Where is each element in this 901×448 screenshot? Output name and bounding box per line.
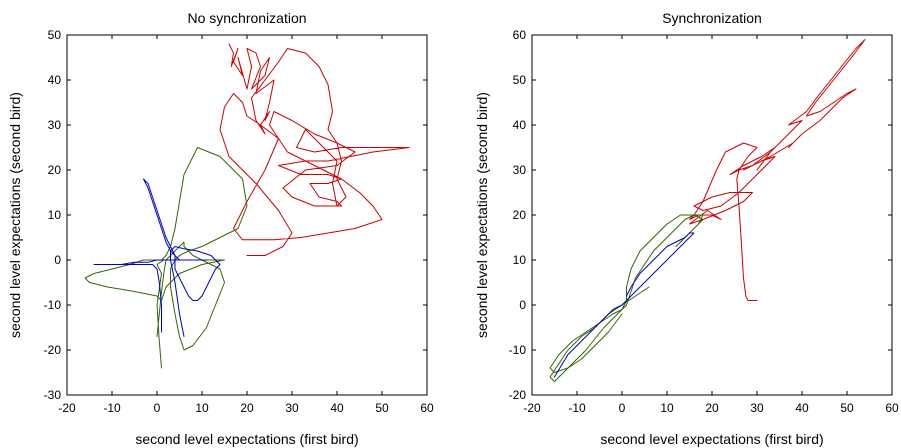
- x-tick-label: 50: [840, 401, 854, 415]
- y-tick-label: 20: [48, 163, 62, 177]
- series-line-0: [689, 39, 866, 301]
- x-tick-label: 20: [240, 401, 254, 415]
- y-tick-label: 30: [513, 163, 527, 177]
- x-tick-label: 20: [705, 401, 719, 415]
- y-tick-label: 30: [48, 118, 62, 132]
- y-tick-label: -20: [44, 343, 62, 357]
- x-tick-label: 40: [795, 401, 809, 415]
- series-line-0: [219, 43, 410, 256]
- y-tick-label: -20: [509, 388, 527, 402]
- x-tick-label: 30: [750, 401, 764, 415]
- y-axis-label: second level expectations (second bird): [474, 92, 490, 338]
- y-tick-label: 20: [513, 208, 527, 222]
- x-tick-label: -20: [58, 401, 76, 415]
- y-tick-label: 0: [519, 298, 526, 312]
- x-axis-label: second level expectations (first bird): [600, 431, 823, 447]
- y-tick-label: -30: [44, 388, 62, 402]
- y-axis-ticks: -30 -20 -10 0 10 20 30 40 50: [44, 28, 427, 402]
- y-tick-label: -10: [509, 343, 527, 357]
- x-axis-ticks: -20 -10 0 10 20 30 40 50 60: [58, 35, 434, 415]
- series-line-2: [93, 178, 221, 337]
- series-group: [84, 43, 410, 369]
- chart-no-synchronization: No synchronization -20 -10 0 10 20 30 40 50 60 -…: [7, 10, 434, 447]
- y-tick-label: 0: [54, 253, 61, 267]
- x-tick-label: 10: [660, 401, 674, 415]
- y-tick-label: -10: [44, 298, 62, 312]
- chart-title: Synchronization: [662, 10, 762, 26]
- y-tick-label: 60: [513, 28, 527, 42]
- x-axis-ticks: -20 -10 0 10 20 30 40 50 60: [523, 35, 899, 415]
- x-tick-label: 0: [619, 401, 626, 415]
- series-line-2: [554, 232, 695, 378]
- y-tick-label: 10: [48, 208, 62, 222]
- chart-title: No synchronization: [187, 10, 306, 26]
- y-tick-label: 10: [513, 253, 527, 267]
- x-tick-label: 60: [885, 401, 899, 415]
- x-tick-label: 30: [285, 401, 299, 415]
- x-axis-label: second level expectations (first bird): [135, 431, 358, 447]
- x-tick-label: -10: [568, 401, 586, 415]
- y-axis-label: second level expectations (second bird): [7, 92, 23, 338]
- x-tick-label: 0: [154, 401, 161, 415]
- y-axis-ticks: -20 -10 0 10 20 30 40 50 60: [509, 28, 892, 402]
- series-line-1: [84, 147, 248, 369]
- x-tick-label: -20: [523, 401, 541, 415]
- x-tick-label: 60: [420, 401, 434, 415]
- y-tick-label: 50: [48, 28, 62, 42]
- series-group: [549, 39, 866, 382]
- x-tick-label: -10: [103, 401, 121, 415]
- x-tick-label: 50: [375, 401, 389, 415]
- chart-synchronization: Synchronization -20 -10 0 10 20 30 40 50 60 -20-…: [474, 10, 899, 447]
- x-tick-label: 10: [195, 401, 209, 415]
- x-tick-label: 40: [330, 401, 344, 415]
- y-tick-label: 50: [513, 73, 527, 87]
- y-tick-label: 40: [513, 118, 527, 132]
- y-tick-label: 40: [48, 73, 62, 87]
